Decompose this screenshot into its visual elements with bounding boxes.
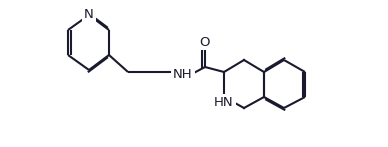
Text: O: O — [200, 35, 210, 49]
Text: HN: HN — [214, 96, 234, 108]
Text: NH: NH — [173, 69, 193, 81]
Text: N: N — [84, 9, 94, 21]
